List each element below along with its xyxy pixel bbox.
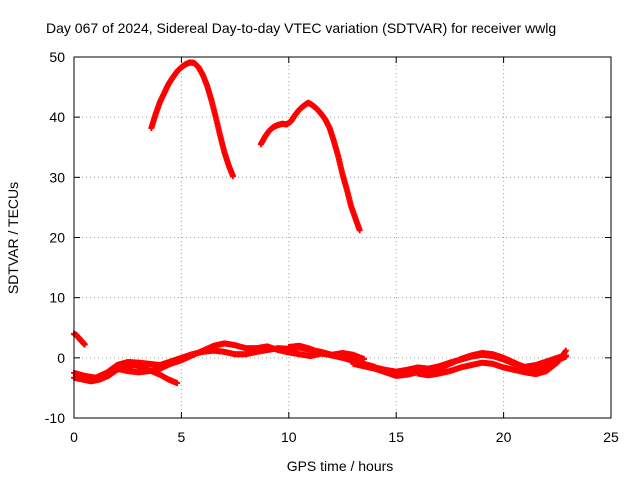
series-baseline-b bbox=[71, 344, 367, 381]
x-tick-label: 25 bbox=[603, 429, 619, 445]
x-axis-label: GPS time / hours bbox=[287, 458, 394, 474]
y-tick-label: 40 bbox=[49, 109, 65, 125]
chart-title: Day 067 of 2024, Sidereal Day-to-day VTE… bbox=[46, 20, 556, 36]
y-tick-label: 0 bbox=[57, 350, 65, 366]
x-tick-label: 10 bbox=[281, 429, 297, 445]
series-start-segment bbox=[71, 330, 88, 348]
x-tick-label: 0 bbox=[70, 429, 78, 445]
data-points bbox=[71, 59, 569, 387]
data-point bbox=[81, 341, 88, 348]
series-arc-high-2 bbox=[257, 99, 363, 234]
series-baseline-f bbox=[414, 347, 569, 379]
x-tick-label: 15 bbox=[388, 429, 404, 445]
y-axis-label: SDTVAR / TECUs bbox=[5, 182, 21, 294]
series-arc-high-1 bbox=[148, 59, 236, 180]
x-tick-label: 20 bbox=[496, 429, 512, 445]
series-baseline-e bbox=[350, 350, 569, 379]
y-tick-label: 50 bbox=[49, 49, 65, 65]
data-point bbox=[356, 227, 363, 234]
y-tick-label: 30 bbox=[49, 169, 65, 185]
y-tick-label: -10 bbox=[45, 410, 65, 426]
axis-ticks: 0 5 10 15 20 25 -10 0 10 20 30 40 50 bbox=[45, 49, 619, 445]
data-point bbox=[229, 173, 236, 180]
x-tick-label: 5 bbox=[178, 429, 186, 445]
y-tick-label: 20 bbox=[49, 230, 65, 246]
data-point bbox=[562, 347, 569, 354]
y-tick-label: 10 bbox=[49, 290, 65, 306]
data-point bbox=[174, 380, 181, 387]
